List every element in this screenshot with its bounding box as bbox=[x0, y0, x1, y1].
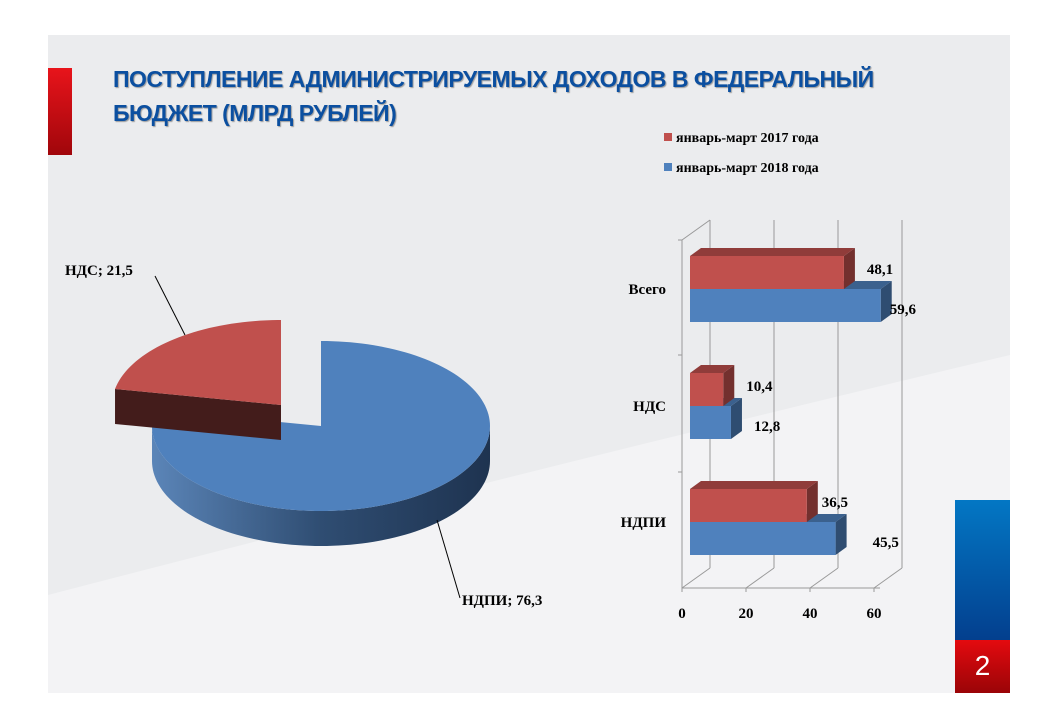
data-label: 59,6 bbox=[890, 302, 917, 318]
slide-title: ПОСТУПЛЕНИЕ АДМИНИСТРИРУЕМЫХ ДОХОДОВ В Ф… bbox=[113, 62, 874, 130]
pie-slice-ndpi bbox=[152, 341, 490, 511]
floor-gridline bbox=[681, 567, 711, 589]
pie-label-nds: НДС; 21,5 bbox=[65, 263, 133, 279]
data-label: 45,5 bbox=[873, 535, 899, 551]
bar-side bbox=[730, 398, 742, 439]
legend-item-2018: январь-март 2018 года bbox=[664, 161, 819, 177]
bar-2018 bbox=[690, 406, 731, 439]
bar-2017 bbox=[690, 373, 724, 406]
bar-top bbox=[690, 248, 855, 256]
floor-gridline bbox=[873, 567, 903, 589]
swoosh-shape bbox=[48, 355, 1010, 693]
pie-slice-nds bbox=[115, 320, 281, 405]
bar-2018 bbox=[690, 289, 881, 322]
x-tick-label: 0 bbox=[678, 606, 686, 622]
bar-side bbox=[843, 248, 855, 289]
floor-gridline bbox=[745, 567, 775, 589]
category-label: Всего bbox=[629, 282, 666, 298]
x-tick-label: 20 bbox=[739, 606, 754, 622]
pie-slice-nds-side bbox=[115, 388, 281, 440]
background-swoosh bbox=[48, 355, 1010, 693]
y-axis-depth-line bbox=[681, 219, 711, 241]
title-accent-bar bbox=[48, 68, 72, 155]
pie-label-ndpi: НДПИ; 76,3 bbox=[462, 593, 542, 609]
bar-top bbox=[690, 365, 735, 373]
data-label: 36,5 bbox=[822, 495, 848, 511]
data-label: 48,1 bbox=[867, 262, 893, 278]
bar-2017 bbox=[690, 489, 807, 522]
title-line-1: ПОСТУПЛЕНИЕ АДМИНИСТРИРУЕМЫХ ДОХОДОВ В Ф… bbox=[113, 66, 874, 92]
bar-side bbox=[723, 365, 735, 406]
legend-swatch bbox=[664, 133, 672, 141]
data-label: 12,8 bbox=[754, 419, 780, 435]
leader-line-ndpi bbox=[436, 519, 461, 599]
bar-top bbox=[690, 481, 818, 489]
x-tick-label: 40 bbox=[803, 606, 818, 622]
x-tick-label: 60 bbox=[867, 606, 882, 622]
legend-label: январь-март 2018 года bbox=[676, 161, 819, 176]
bar-chart: 0 20 40 60 Всего 48,1 59,6 НДС 10,4 12,8 НДПИ 36,5 4… bbox=[621, 219, 917, 622]
legend-label: январь-март 2017 года bbox=[676, 131, 819, 146]
page-number: 2 bbox=[955, 640, 1010, 693]
bar-side bbox=[835, 514, 847, 555]
category-label: НДПИ bbox=[621, 515, 667, 531]
legend-item-2017: январь-март 2017 года bbox=[664, 131, 819, 147]
decor-blue-block bbox=[955, 500, 1010, 640]
floor-gridline bbox=[809, 567, 839, 589]
data-label: 10,4 bbox=[746, 379, 773, 395]
leader-line-nds bbox=[154, 275, 186, 336]
pie-chart bbox=[115, 275, 490, 599]
bar-side bbox=[806, 481, 818, 522]
bar-side bbox=[880, 281, 892, 322]
pie-slice-ndpi-side bbox=[152, 426, 490, 546]
title-line-2: БЮДЖЕТ (МЛРД РУБЛЕЙ) bbox=[113, 100, 397, 126]
bar-2018 bbox=[690, 522, 836, 555]
bar-2017 bbox=[690, 256, 844, 289]
category-label: НДС bbox=[633, 399, 666, 415]
legend-swatch bbox=[664, 163, 672, 171]
